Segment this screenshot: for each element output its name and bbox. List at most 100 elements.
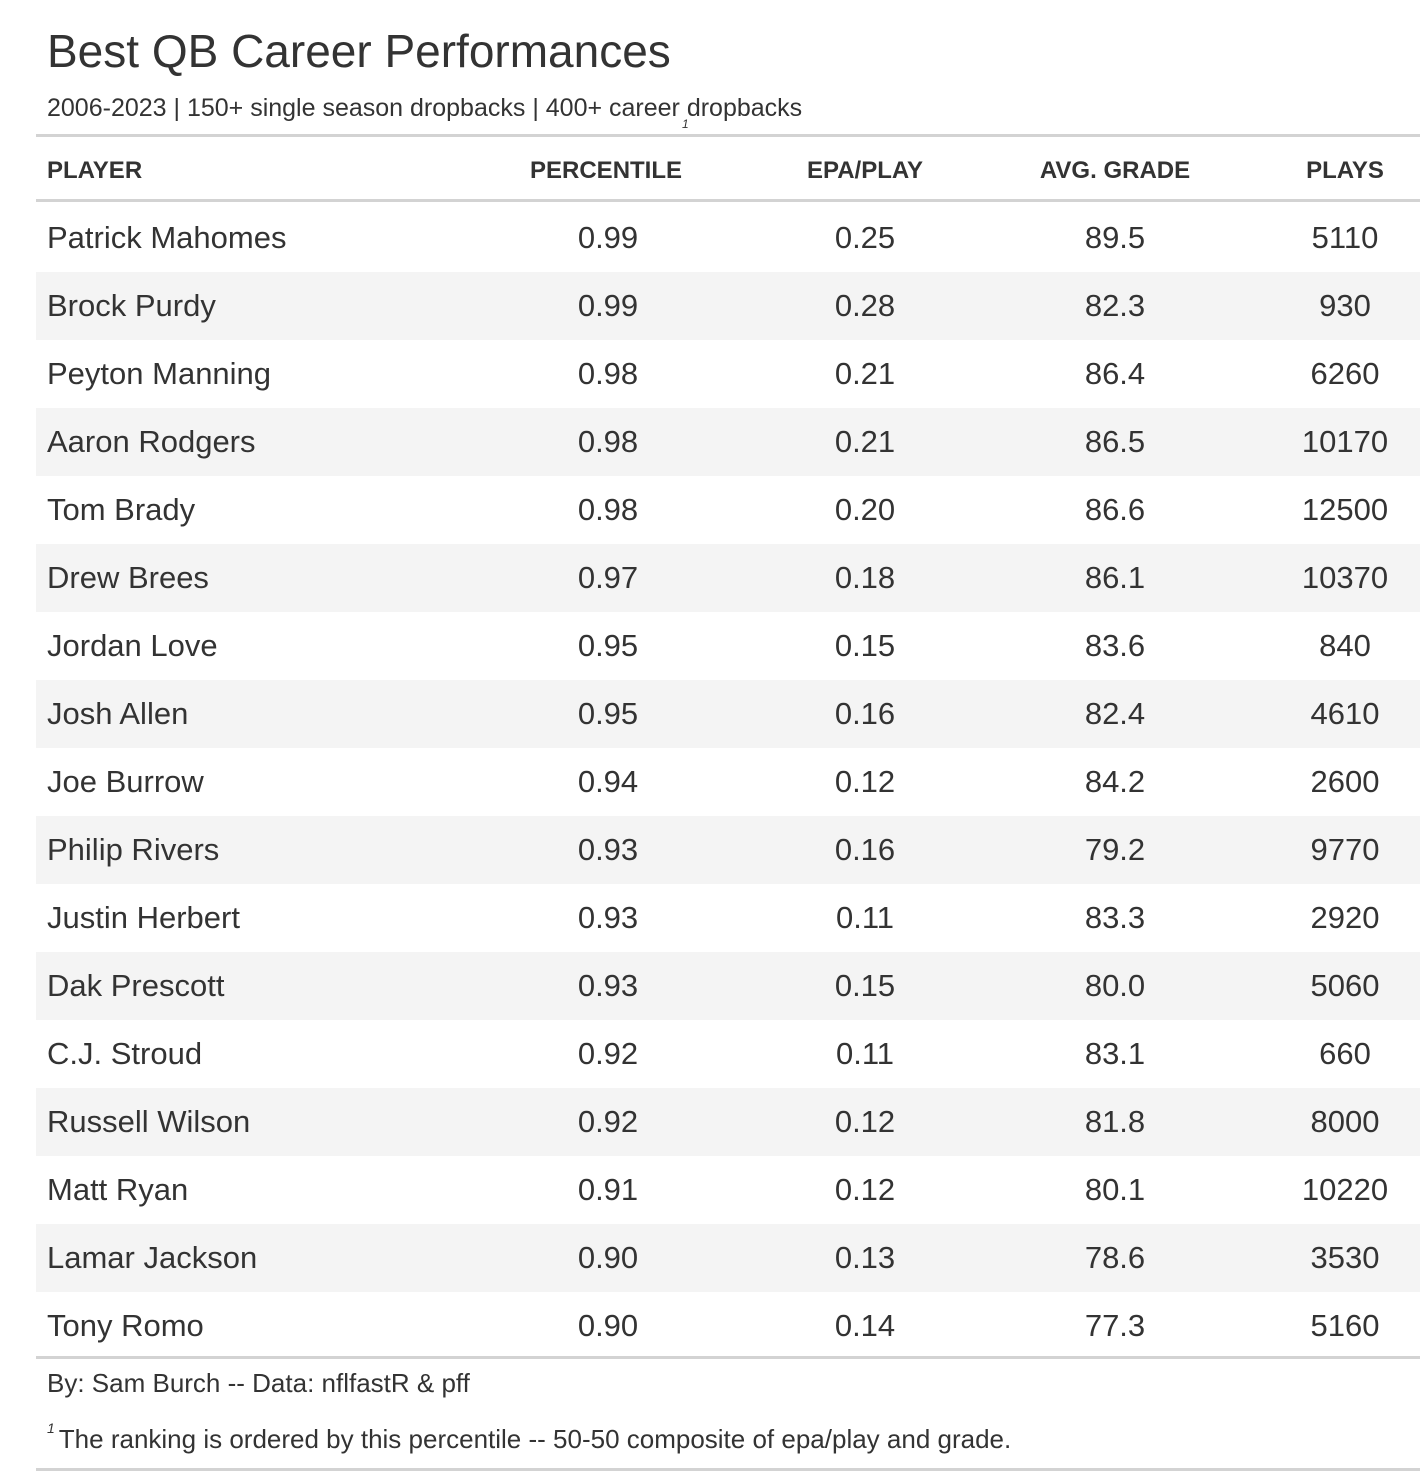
table-row: Joe Burrow 0.94 0.12 84.2 2600 <box>36 748 1420 816</box>
cell-player: Jordan Love <box>47 628 218 663</box>
cell-plays: 9770 <box>1310 832 1380 867</box>
cell-player: Patrick Mahomes <box>47 220 287 255</box>
cell-avg-grade: 82.4 <box>1084 696 1146 731</box>
cell-player: Joe Burrow <box>47 764 204 799</box>
footnote-mark: 1 <box>47 1420 55 1436</box>
cell-epa-per-play: 0.12 <box>834 1172 896 1207</box>
table-row: Philip Rivers 0.93 0.16 79.2 9770 <box>36 816 1420 884</box>
footer-rule <box>36 1468 1420 1471</box>
cell-epa-per-play: 0.25 <box>834 220 896 255</box>
cell-player: Philip Rivers <box>47 832 220 867</box>
footnote: 1 The ranking is ordered by this percenti… <box>47 1420 1012 1455</box>
table-row: Russell Wilson 0.92 0.12 81.8 8000 <box>36 1088 1420 1156</box>
cell-epa-per-play: 0.14 <box>834 1308 896 1343</box>
cell-avg-grade: 83.3 <box>1084 900 1146 935</box>
table-subtitle: 2006-2023 | 150+ single season dropbacks… <box>47 94 803 122</box>
cell-player: Josh Allen <box>47 696 189 731</box>
top-rule <box>36 134 1420 137</box>
cell-percentile: 0.93 <box>577 832 639 867</box>
cell-player: C.J. Stroud <box>47 1036 203 1071</box>
table-title: Best QB Career Performances <box>47 25 671 77</box>
cell-plays: 3530 <box>1310 1240 1380 1275</box>
cell-plays: 12500 <box>1301 492 1389 527</box>
cell-plays: 840 <box>1319 628 1371 663</box>
cell-percentile: 0.98 <box>577 492 639 527</box>
cell-avg-grade: 79.2 <box>1084 832 1146 867</box>
cell-player: Russell Wilson <box>47 1104 251 1139</box>
cell-percentile: 0.98 <box>577 356 639 391</box>
cell-plays: 2600 <box>1310 764 1380 799</box>
table-row: Tony Romo 0.90 0.14 77.3 5160 <box>36 1292 1420 1360</box>
cell-percentile: 0.93 <box>577 968 639 1003</box>
cell-percentile: 0.93 <box>577 900 639 935</box>
cell-plays: 10370 <box>1301 560 1389 595</box>
cell-avg-grade: 78.6 <box>1084 1240 1146 1275</box>
cell-avg-grade: 86.1 <box>1084 560 1146 595</box>
table-row: Justin Herbert 0.93 0.11 83.3 2920 <box>36 884 1420 952</box>
cell-avg-grade: 83.6 <box>1084 628 1146 663</box>
table-row: Dak Prescott 0.93 0.15 80.0 5060 <box>36 952 1420 1020</box>
cell-player: Lamar Jackson <box>47 1240 258 1275</box>
cell-percentile: 0.99 <box>577 220 639 255</box>
cell-avg-grade: 86.5 <box>1084 424 1146 459</box>
cell-avg-grade: 77.3 <box>1084 1308 1146 1343</box>
cell-plays: 10220 <box>1301 1172 1389 1207</box>
cell-player: Tony Romo <box>47 1308 204 1343</box>
cell-player: Matt Ryan <box>47 1172 189 1207</box>
table-row: Matt Ryan 0.91 0.12 80.1 10220 <box>36 1156 1420 1224</box>
table-row: Patrick Mahomes 0.99 0.25 89.5 5110 <box>36 204 1420 272</box>
cell-avg-grade: 89.5 <box>1084 220 1146 255</box>
cell-percentile: 0.99 <box>577 288 639 323</box>
cell-avg-grade: 83.1 <box>1084 1036 1146 1071</box>
cell-percentile: 0.91 <box>577 1172 639 1207</box>
table-row: Tom Brady 0.98 0.20 86.6 12500 <box>36 476 1420 544</box>
cell-epa-per-play: 0.21 <box>834 356 896 391</box>
cell-avg-grade: 80.1 <box>1084 1172 1146 1207</box>
cell-percentile: 0.92 <box>577 1104 639 1139</box>
table-body: Patrick Mahomes 0.99 0.25 89.5 5110 Brock Pur… <box>36 204 1420 1360</box>
cell-plays: 4610 <box>1310 696 1380 731</box>
table-row: Brock Purdy 0.99 0.28 82.3 930 <box>36 272 1420 340</box>
cell-avg-grade: 86.6 <box>1084 492 1146 527</box>
cell-plays: 930 <box>1319 288 1371 323</box>
cell-avg-grade: 82.3 <box>1084 288 1146 323</box>
bottom-rule <box>36 1356 1420 1359</box>
table-row: C.J. Stroud 0.92 0.11 83.1 660 <box>36 1020 1420 1088</box>
cell-player: Dak Prescott <box>47 968 225 1003</box>
cell-player: Drew Brees <box>47 560 209 595</box>
column-header-percentile: PERCENTILE1 <box>530 117 689 184</box>
table-row: Lamar Jackson 0.90 0.13 78.6 3530 <box>36 1224 1420 1292</box>
cell-plays: 8000 <box>1310 1104 1380 1139</box>
table-row: Aaron Rodgers 0.98 0.21 86.5 10170 <box>36 408 1420 476</box>
cell-plays: 660 <box>1319 1036 1371 1071</box>
footnote-text: The ranking is ordered by this percentil… <box>58 1424 1012 1454</box>
cell-plays: 5110 <box>1311 220 1379 255</box>
cell-player: Brock Purdy <box>47 288 216 323</box>
cell-epa-per-play: 0.15 <box>834 628 896 663</box>
cell-epa-per-play: 0.11 <box>835 1036 895 1071</box>
source-note: By: Sam Burch -- Data: nflfastR & pff <box>47 1368 470 1398</box>
cell-epa-per-play: 0.28 <box>834 288 896 323</box>
column-header-row: PLAYER PERCENTILE1 EPA/PLAY AVG. GRADE P… <box>36 117 1420 200</box>
cell-player: Aaron Rodgers <box>47 424 256 459</box>
cell-avg-grade: 86.4 <box>1084 356 1146 391</box>
cell-player: Tom Brady <box>47 492 196 527</box>
cell-percentile: 0.95 <box>577 696 639 731</box>
header-rule <box>36 199 1420 202</box>
cell-percentile: 0.98 <box>577 424 639 459</box>
cell-epa-per-play: 0.13 <box>834 1240 896 1275</box>
table-row: Jordan Love 0.95 0.15 83.6 840 <box>36 612 1420 680</box>
cell-epa-per-play: 0.18 <box>834 560 896 595</box>
cell-epa-per-play: 0.15 <box>834 968 896 1003</box>
cell-percentile: 0.97 <box>577 560 639 595</box>
cell-plays: 10170 <box>1301 424 1389 459</box>
cell-player: Justin Herbert <box>47 900 240 935</box>
footnote-marker: 1 <box>682 117 689 131</box>
cell-plays: 6260 <box>1310 356 1380 391</box>
column-header-plays: PLAYS <box>1306 157 1384 184</box>
column-header-grade: AVG. GRADE <box>1039 157 1191 184</box>
cell-plays: 2920 <box>1310 900 1380 935</box>
cell-player: Peyton Manning <box>47 356 272 391</box>
cell-epa-per-play: 0.16 <box>834 832 896 867</box>
column-header-epa: EPA/PLAY <box>806 157 924 184</box>
